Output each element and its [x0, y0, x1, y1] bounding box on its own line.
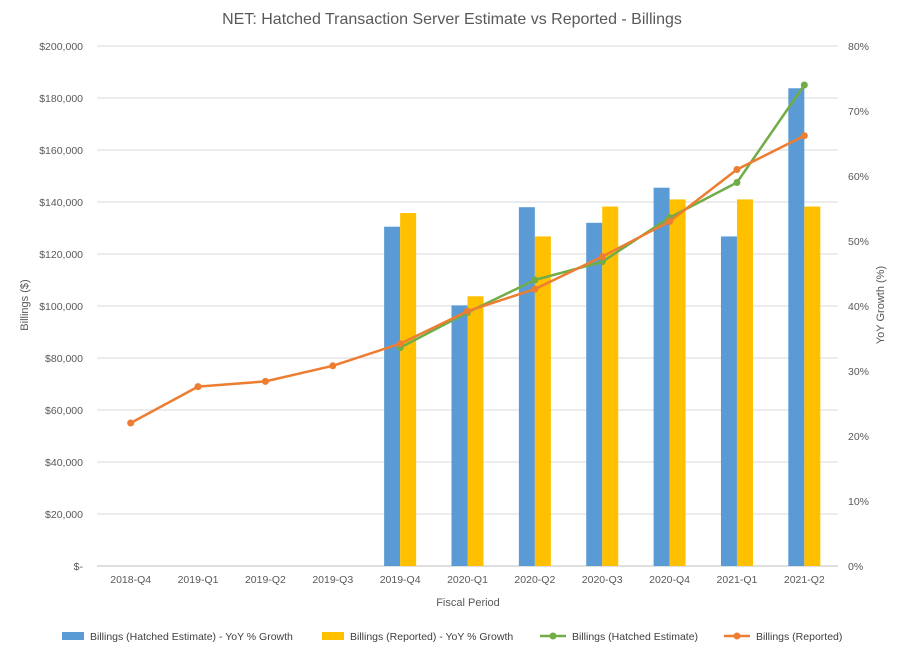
y-tick-label: $80,000: [45, 353, 83, 365]
right-axis-ticks: 0% 10% 20% 30% 40% 50% 60% 70% 80%: [848, 41, 869, 573]
x-axis-ticks: 2018-Q4 2019-Q1 2019-Q2 2019-Q3 2019-Q4 2020-…: [110, 574, 825, 586]
bar-series: [384, 88, 821, 567]
chart-title: NET: Hatched Transaction Server Estimate…: [222, 11, 682, 28]
y-tick-label: $160,000: [39, 145, 83, 157]
legend-swatch: [62, 632, 84, 640]
y-tick-label: $140,000: [39, 197, 83, 209]
y-tick-label: $40,000: [45, 457, 83, 469]
y2-tick-label: 20%: [848, 431, 869, 443]
y2-tick-label: 30%: [848, 366, 869, 378]
legend-swatch: [322, 632, 344, 640]
line-point: [598, 258, 606, 266]
bar: [384, 226, 401, 566]
line-point: [800, 132, 808, 140]
y2-tick-label: 0%: [848, 561, 863, 573]
line-point: [194, 383, 202, 391]
line-point: [127, 419, 135, 427]
y-axis-title: Billings ($): [19, 279, 31, 330]
bar: [586, 222, 603, 567]
bar: [788, 88, 805, 566]
bar: [720, 236, 737, 566]
bar: [804, 206, 821, 567]
left-axis-ticks: $- $20,000 $40,000 $60,000 $80,000 $100,000 $1…: [39, 41, 83, 573]
x-tick-label: 2019-Q4: [380, 574, 421, 586]
line-point: [261, 377, 269, 385]
legend-label: Billings (Reported): [756, 631, 842, 643]
y2-axis-title: YoY Growth (%): [875, 266, 887, 344]
line-series: [127, 81, 808, 427]
bar: [451, 305, 468, 566]
x-tick-label: 2019-Q2: [245, 574, 286, 586]
legend-label: Billings (Hatched Estimate): [572, 631, 698, 643]
y2-tick-label: 40%: [848, 301, 869, 313]
line-point: [531, 285, 539, 293]
x-tick-label: 2019-Q3: [312, 574, 353, 586]
x-tick-label: 2018-Q4: [110, 574, 151, 586]
legend-label: Billings (Reported) - YoY % Growth: [350, 631, 513, 643]
y-tick-label: $100,000: [39, 301, 83, 313]
line-point: [800, 81, 808, 89]
line-point: [464, 307, 471, 315]
line-point: [531, 276, 539, 284]
x-axis-title: Fiscal Period: [436, 597, 500, 609]
line-point: [733, 179, 741, 186]
bar: [400, 213, 417, 567]
bar: [518, 207, 535, 566]
y2-tick-label: 10%: [848, 496, 869, 508]
legend-marker: [549, 632, 557, 640]
x-tick-label: 2020-Q2: [514, 574, 555, 586]
y-tick-label: $120,000: [39, 249, 83, 261]
line-point: [396, 340, 404, 348]
y-tick-label: $60,000: [45, 405, 83, 417]
y2-tick-label: 70%: [848, 106, 869, 118]
x-tick-label: 2020-Q3: [582, 574, 623, 586]
x-tick-label: 2021-Q1: [717, 574, 758, 586]
legend-marker: [733, 632, 741, 640]
line-point: [329, 362, 337, 370]
y2-tick-label: 50%: [848, 236, 869, 248]
bar: [602, 206, 619, 567]
y-tick-label: $200,000: [39, 41, 83, 53]
bar: [736, 199, 753, 566]
line-point: [598, 253, 606, 261]
y2-tick-label: 80%: [848, 41, 869, 53]
y-tick-label: $180,000: [39, 93, 83, 105]
y-tick-label: $20,000: [45, 509, 83, 521]
line-point: [666, 218, 674, 225]
bar: [669, 199, 686, 566]
line-point: [733, 166, 741, 173]
y2-tick-label: 60%: [848, 171, 869, 183]
bar: [467, 296, 484, 566]
bar: [653, 187, 670, 566]
legend: Billings (Hatched Estimate) - YoY % Grow…: [62, 631, 842, 643]
x-tick-label: 2020-Q1: [447, 574, 488, 586]
x-tick-label: 2019-Q1: [178, 574, 219, 586]
legend-label: Billings (Hatched Estimate) - YoY % Grow…: [90, 631, 293, 643]
x-tick-label: 2021-Q2: [784, 574, 825, 586]
bar: [534, 236, 551, 566]
x-tick-label: 2020-Q4: [649, 574, 690, 586]
y-tick-label: $-: [74, 561, 84, 573]
